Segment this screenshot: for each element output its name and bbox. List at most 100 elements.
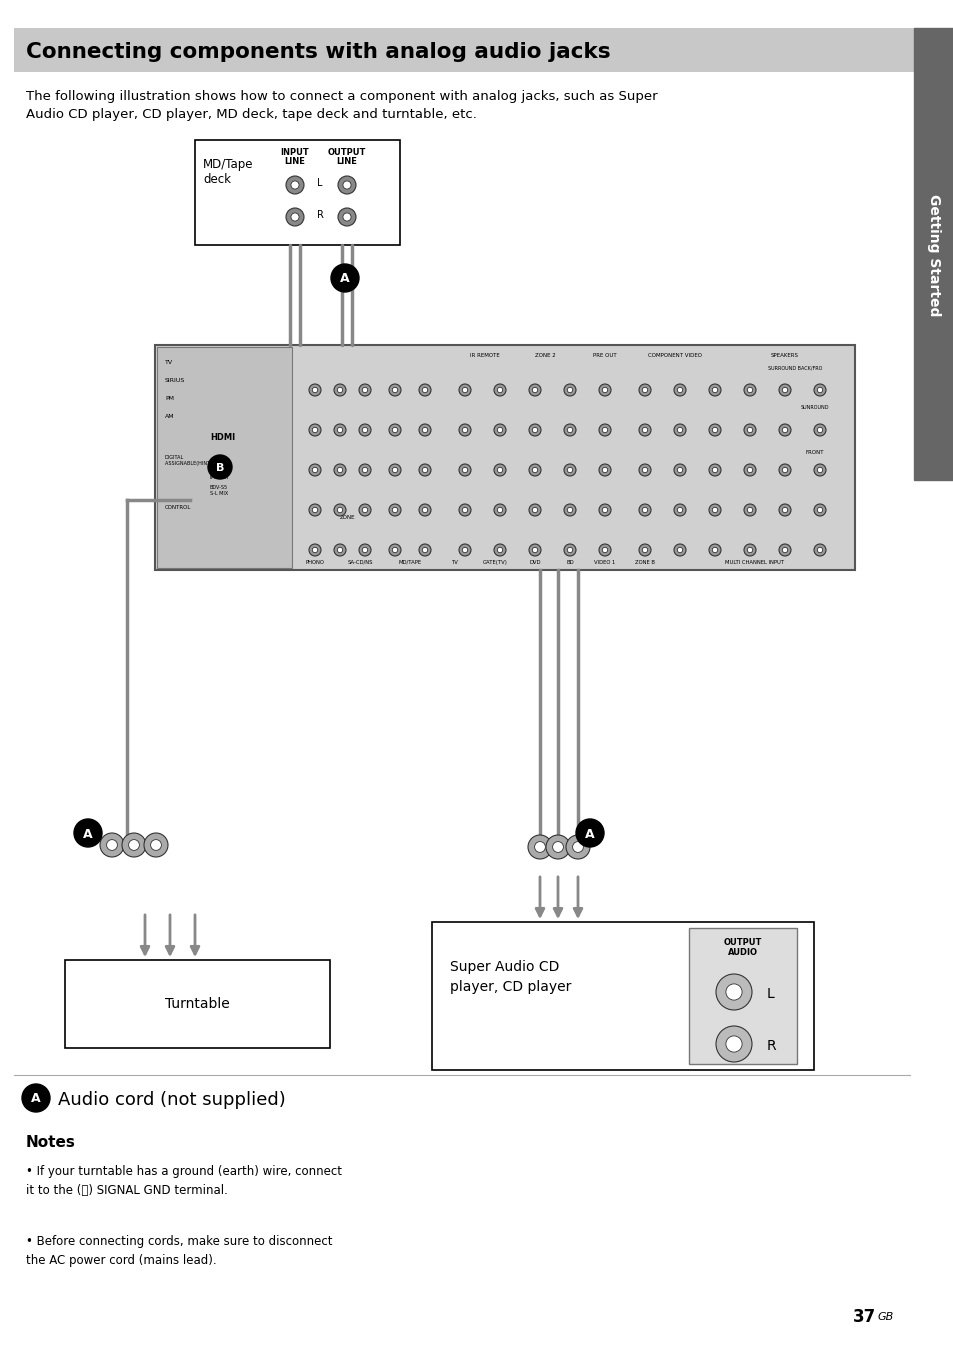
Circle shape: [716, 973, 751, 1010]
Circle shape: [567, 427, 572, 433]
Circle shape: [601, 427, 607, 433]
Circle shape: [567, 507, 572, 512]
Text: OUTPUT: OUTPUT: [328, 147, 366, 157]
Circle shape: [422, 427, 427, 433]
Text: B: B: [215, 462, 224, 473]
Circle shape: [746, 427, 752, 433]
Circle shape: [392, 548, 397, 553]
Circle shape: [418, 544, 431, 556]
Circle shape: [673, 384, 685, 396]
Circle shape: [497, 548, 502, 553]
Text: Notes: Notes: [26, 1134, 76, 1151]
Circle shape: [458, 425, 471, 435]
Circle shape: [462, 387, 467, 392]
Circle shape: [746, 387, 752, 392]
Circle shape: [342, 181, 351, 189]
Circle shape: [567, 468, 572, 473]
Circle shape: [743, 425, 755, 435]
Circle shape: [601, 548, 607, 553]
Circle shape: [129, 840, 139, 850]
Circle shape: [497, 427, 502, 433]
Circle shape: [309, 425, 320, 435]
Circle shape: [312, 387, 317, 392]
Circle shape: [708, 544, 720, 556]
Text: A: A: [83, 827, 92, 841]
Circle shape: [673, 504, 685, 516]
Circle shape: [708, 464, 720, 476]
Text: R: R: [765, 1038, 775, 1053]
Bar: [194, 141, 399, 245]
Circle shape: [545, 836, 569, 859]
Circle shape: [358, 504, 371, 516]
Text: • If your turntable has a ground (earth) wire, connect
it to the (⨧) SIGNAL GND : • If your turntable has a ground (earth)…: [26, 1165, 341, 1197]
Circle shape: [563, 504, 576, 516]
Circle shape: [122, 833, 146, 857]
Circle shape: [337, 427, 342, 433]
Circle shape: [781, 507, 787, 512]
Text: CONTROL: CONTROL: [165, 506, 192, 510]
Circle shape: [497, 507, 502, 512]
Circle shape: [422, 507, 427, 512]
Text: IR REMOTE: IR REMOTE: [470, 353, 499, 358]
Circle shape: [598, 384, 610, 396]
Circle shape: [601, 387, 607, 392]
Circle shape: [494, 504, 505, 516]
Circle shape: [565, 836, 589, 859]
Text: INPUT: INPUT: [280, 147, 309, 157]
Circle shape: [422, 387, 427, 392]
Circle shape: [781, 548, 787, 553]
Circle shape: [418, 504, 431, 516]
Circle shape: [334, 504, 346, 516]
Circle shape: [725, 984, 741, 1000]
Circle shape: [639, 544, 650, 556]
Circle shape: [358, 544, 371, 556]
Text: LINE: LINE: [284, 157, 305, 166]
Circle shape: [362, 468, 367, 473]
Circle shape: [389, 504, 400, 516]
Text: TV: TV: [451, 560, 458, 565]
Circle shape: [673, 425, 685, 435]
Circle shape: [309, 384, 320, 396]
Circle shape: [309, 544, 320, 556]
Circle shape: [813, 504, 825, 516]
Circle shape: [286, 208, 304, 226]
Circle shape: [342, 214, 351, 220]
Circle shape: [567, 548, 572, 553]
Text: ZONE B: ZONE B: [635, 560, 655, 565]
Circle shape: [563, 464, 576, 476]
Text: HDMI: HDMI: [210, 433, 234, 442]
Circle shape: [389, 425, 400, 435]
Circle shape: [532, 507, 537, 512]
Text: • Before connecting cords, make sure to disconnect
the AC power cord (mains lead: • Before connecting cords, make sure to …: [26, 1234, 333, 1267]
Circle shape: [781, 387, 787, 392]
Circle shape: [422, 548, 427, 553]
Text: Turntable: Turntable: [165, 996, 230, 1011]
Circle shape: [462, 507, 467, 512]
Bar: [154, 345, 854, 571]
Text: SURROUND BACK/FRO: SURROUND BACK/FRO: [767, 365, 821, 370]
Circle shape: [529, 384, 540, 396]
Circle shape: [358, 425, 371, 435]
Circle shape: [817, 427, 821, 433]
Circle shape: [494, 544, 505, 556]
Circle shape: [144, 833, 168, 857]
Circle shape: [458, 544, 471, 556]
Circle shape: [337, 176, 355, 193]
Circle shape: [392, 468, 397, 473]
Circle shape: [529, 504, 540, 516]
Circle shape: [563, 544, 576, 556]
Circle shape: [389, 384, 400, 396]
Circle shape: [817, 387, 821, 392]
Circle shape: [813, 425, 825, 435]
Circle shape: [337, 387, 342, 392]
Polygon shape: [913, 28, 953, 480]
Circle shape: [712, 387, 717, 392]
Circle shape: [601, 507, 607, 512]
Text: A: A: [340, 273, 350, 285]
Text: LINE: LINE: [336, 157, 357, 166]
Circle shape: [362, 427, 367, 433]
Text: SIRIUS: SIRIUS: [165, 379, 185, 383]
Circle shape: [781, 468, 787, 473]
Text: OUTPUT: OUTPUT: [723, 938, 761, 946]
Circle shape: [389, 464, 400, 476]
